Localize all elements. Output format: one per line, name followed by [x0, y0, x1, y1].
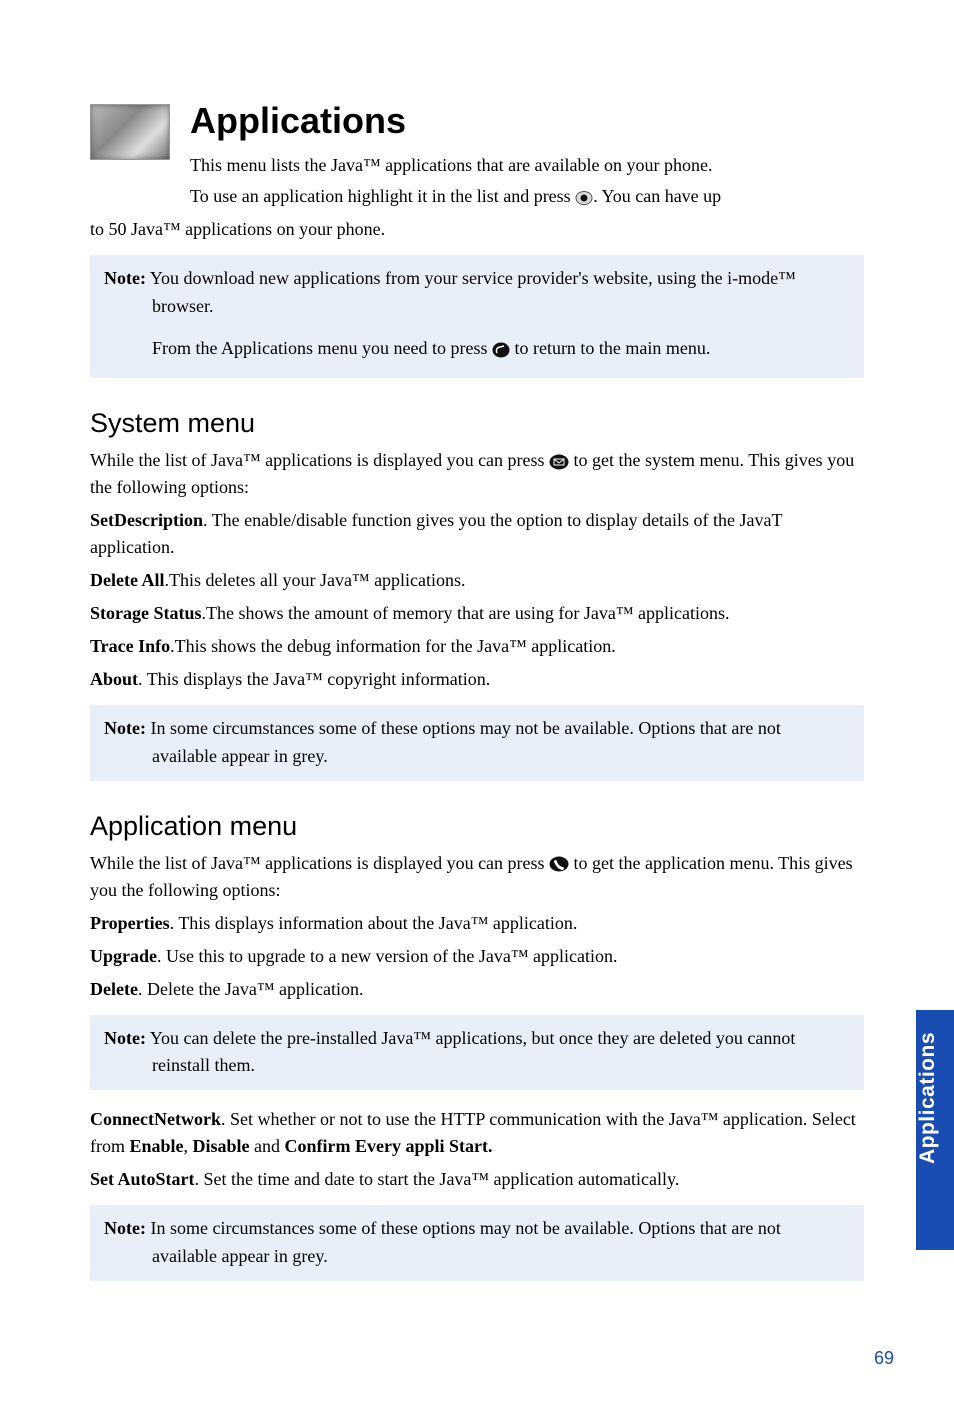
app-item-upgrade: Upgrade. Use this to upgrade to a new ve…	[90, 943, 864, 970]
side-tab: Applications	[916, 1010, 954, 1250]
cn-confirm: Confirm Every appli Start.	[285, 1136, 493, 1156]
intro-block: This menu lists the Java™ applications t…	[190, 152, 864, 210]
page: Applications This menu lists the Java™ a…	[0, 0, 954, 1409]
upg-text: . Use this to upgrade to a new version o…	[157, 946, 618, 966]
upg-label: Upgrade	[90, 946, 157, 966]
cn-label: ConnectNetwork	[90, 1109, 221, 1129]
app-item-delete: Delete. Delete the Java™ application.	[90, 976, 864, 1003]
select-key-icon	[575, 189, 593, 207]
page-title: Applications	[190, 100, 864, 142]
note1-line2: From the Applications menu you need to p…	[104, 335, 850, 362]
system-menu-intro: While the list of Java™ applications is …	[90, 447, 864, 501]
cn-enable: Enable	[130, 1136, 184, 1156]
sys-item-about: About. This displays the Java™ copyright…	[90, 666, 864, 693]
sys-item-setdesc: SetDescription. The enable/disable funct…	[90, 507, 864, 561]
app-item-properties: Properties. This displays information ab…	[90, 910, 864, 937]
applications-header-icon	[90, 104, 170, 160]
note2-label: Note:	[104, 718, 146, 738]
intro-p1: This menu lists the Java™ applications t…	[190, 152, 864, 179]
trace-text: .This shows the debug information for th…	[170, 636, 616, 656]
note2-text: In some circumstances some of these opti…	[146, 718, 781, 766]
delall-label: Delete All	[90, 570, 164, 590]
storage-text: .The shows the amount of memory that are…	[202, 603, 730, 623]
intro-p2a: To use an application highlight it in th…	[190, 186, 575, 206]
system-menu-heading: System menu	[90, 408, 864, 439]
note1-text1: You download new applications from your …	[146, 268, 796, 316]
sys-item-storage: Storage Status.The shows the amount of m…	[90, 600, 864, 627]
auto-text: . Set the time and date to start the Jav…	[195, 1169, 680, 1189]
page-number: 69	[874, 1348, 894, 1369]
note-label: Note:	[104, 268, 146, 288]
cn-s2: and	[250, 1136, 285, 1156]
note1-line2b: to return to the main menu.	[510, 338, 710, 358]
auto-label: Set AutoStart	[90, 1169, 195, 1189]
app-menu-intro: While the list of Java™ applications is …	[90, 850, 864, 904]
delall-text: .This deletes all your Java™ application…	[164, 570, 465, 590]
note-sys-unavailable: Note: In some circumstances some of thes…	[90, 705, 864, 781]
about-label: About	[90, 669, 138, 689]
note4-line: Note: In some circumstances some of thes…	[104, 1215, 850, 1271]
note-delete-preinstalled: Note: You can delete the pre-installed J…	[90, 1015, 864, 1091]
sys-item-deleteall: Delete All.This deletes all your Java™ a…	[90, 567, 864, 594]
prop-text: . This displays information about the Ja…	[170, 913, 578, 933]
side-tab-label: Applications	[916, 1010, 940, 1186]
back-key-icon	[492, 342, 510, 358]
intro-p2b: . You can have up	[593, 186, 721, 206]
note2-line: Note: In some circumstances some of thes…	[104, 715, 850, 771]
connect-network: ConnectNetwork. Set whether or not to us…	[90, 1106, 864, 1160]
set-autostart: Set AutoStart. Set the time and date to …	[90, 1166, 864, 1193]
del-text: . Delete the Java™ application.	[138, 979, 364, 999]
note3-label: Note:	[104, 1028, 146, 1048]
intro-p2: To use an application highlight it in th…	[190, 183, 864, 210]
prop-label: Properties	[90, 913, 170, 933]
phone-key-icon	[549, 856, 569, 872]
sys-item-trace: Trace Info.This shows the debug informat…	[90, 633, 864, 660]
note4-text: In some circumstances some of these opti…	[146, 1218, 781, 1266]
storage-label: Storage Status	[90, 603, 202, 623]
envelope-key-icon	[549, 454, 569, 470]
header-row: Applications This menu lists the Java™ a…	[90, 100, 864, 214]
note1-line2a: From the Applications menu you need to p…	[152, 338, 492, 358]
about-text: . This displays the Java™ copyright info…	[138, 669, 490, 689]
del-label: Delete	[90, 979, 138, 999]
app-menu-heading: Application menu	[90, 811, 864, 842]
app-p1a: While the list of Java™ applications is …	[90, 853, 549, 873]
note3-line: Note: You can delete the pre-installed J…	[104, 1025, 850, 1081]
sys-p1a: While the list of Java™ applications is …	[90, 450, 549, 470]
note-app-unavailable: Note: In some circumstances some of thes…	[90, 1205, 864, 1281]
note4-label: Note:	[104, 1218, 146, 1238]
note1-line1: Note: You download new applications from…	[104, 265, 850, 321]
note3-text: You can delete the pre-installed Java™ a…	[146, 1028, 795, 1076]
intro-p3: to 50 Java™ applications on your phone.	[90, 216, 864, 243]
note-download: Note: You download new applications from…	[90, 255, 864, 378]
trace-label: Trace Info	[90, 636, 170, 656]
header-text-block: Applications This menu lists the Java™ a…	[190, 100, 864, 214]
setdesc-label: SetDescription	[90, 510, 203, 530]
cn-s1: ,	[184, 1136, 193, 1156]
cn-disable: Disable	[193, 1136, 250, 1156]
